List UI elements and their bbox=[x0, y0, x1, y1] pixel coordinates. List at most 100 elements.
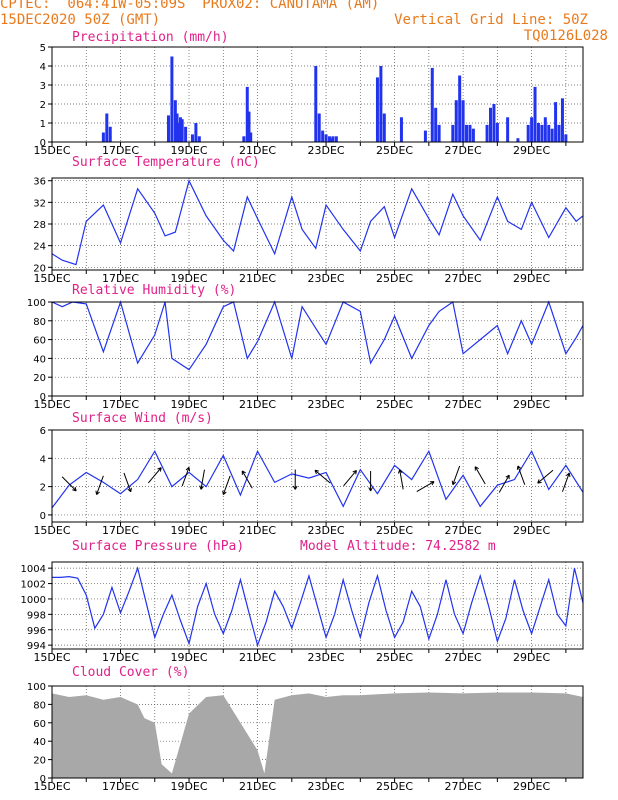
header-grid-note: Vertical Grid Line: 50Z bbox=[394, 12, 588, 28]
x-tick-label: 25DEC bbox=[376, 780, 413, 793]
precip-bar bbox=[437, 124, 441, 142]
y-tick-label: 20 bbox=[33, 373, 46, 384]
x-tick-label: 29DEC bbox=[513, 272, 550, 285]
y-tick-label: 996 bbox=[27, 626, 46, 637]
series-line bbox=[51, 449, 584, 509]
x-tick-label: 19DEC bbox=[170, 780, 207, 793]
wind-arrow bbox=[123, 472, 132, 493]
x-tick-label: 17DEC bbox=[102, 272, 139, 285]
wind-arrow bbox=[516, 465, 526, 485]
x-tick-label: 23DEC bbox=[308, 144, 345, 157]
wind-arrow bbox=[314, 469, 331, 484]
panel-0: Precipitation (mm/h) 0 1 2 3 4 5 15DEC 17DEC 19DE… bbox=[33, 30, 584, 157]
x-tick-label: 25DEC bbox=[376, 272, 413, 285]
wind-arrow bbox=[537, 469, 554, 484]
panel-frame bbox=[51, 301, 584, 397]
precip-bar bbox=[423, 130, 427, 142]
precip-bar bbox=[547, 124, 551, 142]
y-tick-label: 0 bbox=[40, 392, 46, 403]
wind-arrow bbox=[181, 466, 191, 487]
y-tick-label: 4 bbox=[40, 62, 46, 73]
x-tick-label: 21DEC bbox=[239, 524, 276, 537]
wind-arrow bbox=[343, 469, 357, 487]
x-tick-label: 15DEC bbox=[33, 144, 70, 157]
panel-1: Surface Temperature (nC) 20 24 28 32 36 15DEC 1… bbox=[33, 155, 584, 285]
x-tick-label: 19DEC bbox=[170, 524, 207, 537]
y-tick-label: 1000 bbox=[21, 595, 46, 606]
x-tick-label: 27DEC bbox=[445, 398, 482, 411]
x-tick-label: 19DEC bbox=[170, 398, 207, 411]
x-tick-label: 21DEC bbox=[239, 144, 276, 157]
precip-bar bbox=[554, 102, 558, 142]
precip-bar bbox=[468, 124, 472, 142]
panel-frame bbox=[51, 685, 584, 779]
precip-bar bbox=[375, 77, 379, 142]
y-tick-label: 20 bbox=[33, 263, 46, 274]
precip-bar bbox=[536, 123, 540, 142]
panel-title: Relative Humidity (%) bbox=[72, 283, 236, 298]
precip-bar bbox=[451, 124, 455, 142]
precip-bar bbox=[327, 136, 331, 142]
wind-arrow bbox=[397, 469, 404, 490]
x-tick-label: 17DEC bbox=[102, 651, 139, 664]
x-tick-label: 19DEC bbox=[170, 272, 207, 285]
precip-bar bbox=[105, 113, 109, 142]
x-tick-label: 17DEC bbox=[102, 144, 139, 157]
x-tick-label: 23DEC bbox=[308, 651, 345, 664]
panel-frame bbox=[51, 561, 584, 650]
y-tick-label: 2 bbox=[40, 100, 46, 111]
precip-bar bbox=[317, 113, 321, 142]
y-tick-label: 5 bbox=[40, 43, 46, 54]
y-tick-label: 3 bbox=[40, 81, 46, 92]
x-tick-label: 25DEC bbox=[376, 651, 413, 664]
x-tick-label: 15DEC bbox=[33, 780, 70, 793]
precip-bar bbox=[485, 124, 489, 142]
y-tick-label: 1002 bbox=[21, 580, 46, 591]
precip-bar bbox=[177, 123, 181, 142]
series-line bbox=[52, 566, 584, 648]
series-line bbox=[51, 299, 584, 371]
wind-arrow bbox=[147, 467, 162, 484]
precip-bar bbox=[543, 117, 547, 142]
wind-arrow bbox=[451, 465, 461, 486]
precip-bar bbox=[540, 124, 544, 142]
x-tick-label: 25DEC bbox=[376, 144, 413, 157]
wind-arrow bbox=[474, 466, 486, 485]
precip-bar bbox=[454, 100, 458, 142]
precip-bar bbox=[465, 124, 469, 142]
x-tick-label: 23DEC bbox=[308, 524, 345, 537]
precip-bar bbox=[245, 86, 249, 142]
y-tick-label: 4 bbox=[40, 454, 46, 465]
x-tick-label: 19DEC bbox=[170, 144, 207, 157]
wind-arrow bbox=[561, 472, 571, 492]
precip-bar bbox=[334, 136, 338, 142]
precip-bar bbox=[180, 119, 184, 142]
panel-title: Surface Pressure (hPa) bbox=[72, 539, 244, 554]
precip-bar bbox=[324, 134, 328, 142]
precip-bar bbox=[197, 136, 201, 142]
precip-bar bbox=[175, 113, 179, 142]
cloud-area bbox=[52, 692, 583, 778]
precip-bar bbox=[379, 66, 383, 142]
y-tick-label: 60 bbox=[33, 336, 46, 347]
x-tick-label: 15DEC bbox=[33, 524, 70, 537]
x-tick-label: 29DEC bbox=[513, 398, 550, 411]
x-tick-label: 19DEC bbox=[170, 651, 207, 664]
precip-bar bbox=[382, 113, 386, 142]
y-tick-label: 40 bbox=[33, 354, 46, 365]
precip-bar bbox=[530, 117, 534, 142]
x-tick-label: 25DEC bbox=[376, 398, 413, 411]
y-tick-label: 0 bbox=[40, 774, 46, 785]
precip-bar bbox=[458, 75, 462, 142]
x-tick-label: 23DEC bbox=[308, 272, 345, 285]
x-tick-label: 17DEC bbox=[102, 398, 139, 411]
precip-bar bbox=[101, 132, 105, 142]
panel-2: Relative Humidity (%) 0 20 40 60 80 100 15DEC 17… bbox=[27, 283, 584, 411]
y-tick-label: 0 bbox=[40, 511, 46, 522]
precip-bar bbox=[194, 123, 198, 142]
y-tick-label: 998 bbox=[27, 610, 46, 621]
y-tick-label: 60 bbox=[33, 719, 46, 730]
x-tick-label: 27DEC bbox=[445, 272, 482, 285]
precip-bar bbox=[506, 117, 510, 142]
